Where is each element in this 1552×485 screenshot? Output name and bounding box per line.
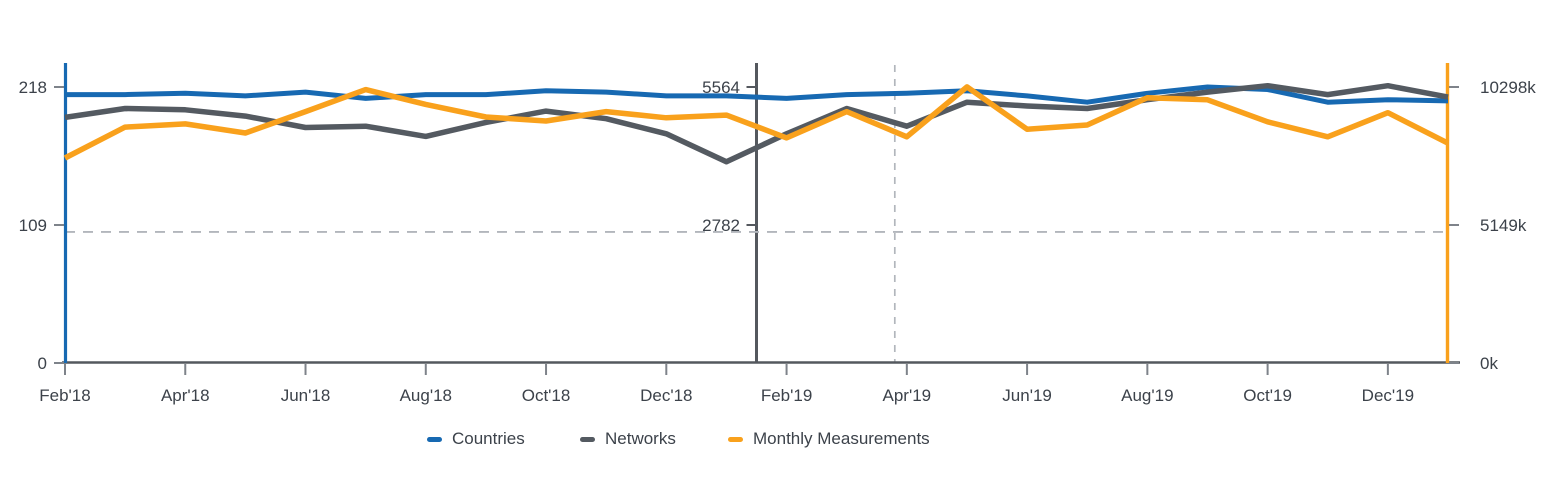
x-axis-tick-label: Oct'19	[1243, 386, 1292, 405]
series-line-networks[interactable]	[64, 82, 1449, 165]
x-axis: Feb'18 Apr'18 Jun'18 Aug'18 Oct'18 Dec'18 Feb'…	[39, 361, 1460, 405]
legend-label: Networks	[605, 429, 676, 448]
x-axis-tick-label: Apr'19	[883, 386, 932, 405]
right-axis-tick-label: 10298k	[1480, 78, 1536, 97]
left-axis-tick-label: 218	[19, 78, 47, 97]
legend-item-countries[interactable]: Countries	[427, 428, 525, 450]
legend-marker-icon	[728, 436, 743, 442]
chart-legend: Countries Networks Monthly Measurements	[0, 428, 1552, 450]
legend-item-monthly-measurements[interactable]: Monthly Measurements	[728, 428, 930, 450]
series-line-monthly-measurements[interactable]	[63, 84, 1450, 161]
legend-marker-icon	[580, 436, 595, 442]
legend-marker-icon	[427, 436, 442, 442]
left-axis-tick-label: 0	[38, 354, 47, 373]
left-axis-tick-label: 109	[19, 216, 47, 235]
x-axis-tick-label: Feb'19	[761, 386, 812, 405]
legend-label: Countries	[452, 429, 525, 448]
left-axis: 218 109 0	[19, 63, 68, 373]
x-axis-tick-label: Dec'19	[1362, 386, 1414, 405]
right-axis: 10298k 5149k 0k	[1445, 63, 1536, 373]
x-axis-tick-label: Aug'19	[1121, 386, 1173, 405]
inner-axis: 5564 2782	[702, 78, 756, 235]
legend-item-networks[interactable]: Networks	[580, 428, 676, 450]
legend-label: Monthly Measurements	[753, 429, 930, 448]
x-axis-tick-label: Apr'18	[161, 386, 210, 405]
x-axis-tick-label: Dec'18	[640, 386, 692, 405]
x-axis-tick-label: Oct'18	[522, 386, 571, 405]
right-axis-tick-label: 5149k	[1480, 216, 1527, 235]
x-axis-tick-label: Aug'18	[400, 386, 452, 405]
x-axis-tick-label: Jun'19	[1002, 386, 1052, 405]
x-axis-tick-label: Feb'18	[39, 386, 90, 405]
inner-axis-tick-label: 2782	[702, 216, 740, 235]
inner-axis-tick-label: 5564	[702, 78, 740, 97]
series-line-countries[interactable]	[65, 84, 1449, 105]
x-axis-tick-label: Jun'18	[281, 386, 331, 405]
right-axis-tick-label: 0k	[1480, 354, 1498, 373]
